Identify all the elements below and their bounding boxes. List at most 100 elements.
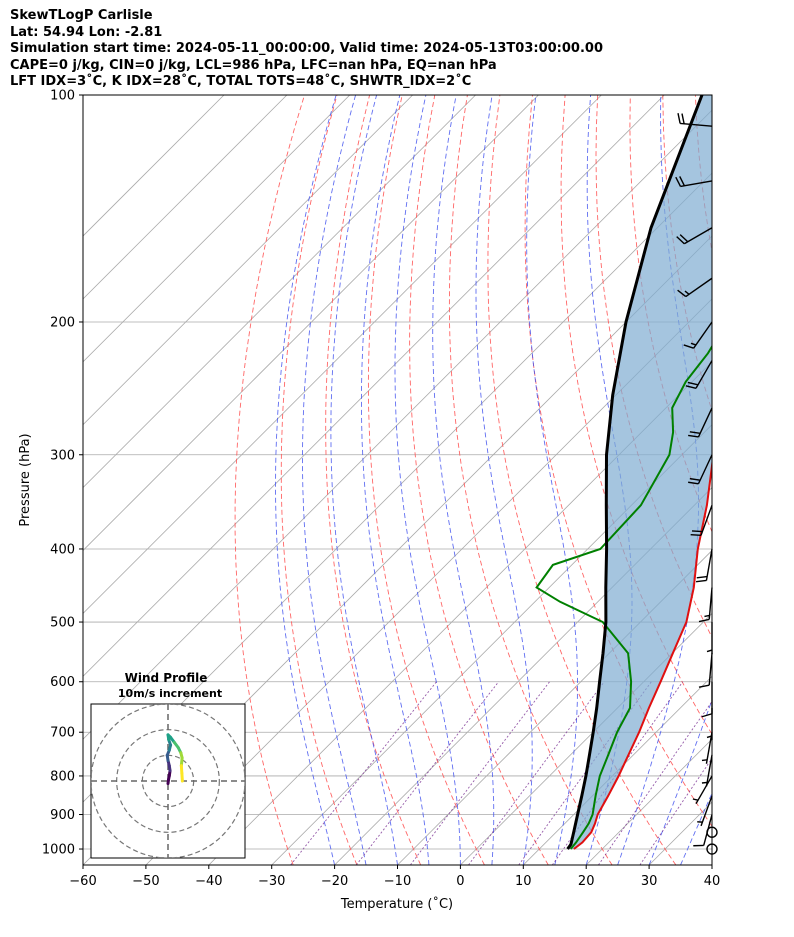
moist-adiabat-line (475, 95, 533, 865)
parcel-path-line (566, 95, 704, 850)
moist-adiabat-line (711, 863, 712, 865)
mixing-ratio-line (639, 757, 712, 865)
wind-barb-flag (689, 431, 701, 434)
wind-barb-flag (679, 234, 689, 243)
wind-profile-title: Wind Profile (125, 671, 208, 685)
wind-barb-flag (695, 579, 707, 583)
wind-barb (697, 454, 713, 485)
y-tick-label: 500 (50, 616, 75, 631)
wind-barb-flag (677, 289, 687, 298)
wind-barb-flag (681, 113, 685, 124)
x-tick-label: −50 (132, 874, 159, 889)
dry-adiabat-line (234, 95, 305, 865)
wind-barb-flag (691, 530, 703, 533)
y-tick-label: 800 (50, 769, 75, 784)
wind-barb (697, 407, 713, 438)
x-tick-label: 40 (704, 874, 721, 889)
mixing-ratio-line (410, 681, 550, 865)
moist-adiabat-line (526, 95, 578, 865)
wind-barb (695, 360, 713, 389)
wind-barb-half-flag (706, 735, 713, 739)
dry-adiabat-line (280, 95, 358, 865)
x-tick-label: −30 (258, 874, 285, 889)
isotherm-line (83, 95, 602, 614)
x-tick-label: 0 (456, 874, 464, 889)
dry-adiabat-line (487, 95, 677, 865)
wind-barb (705, 548, 713, 581)
y-tick-label: 400 (50, 542, 75, 557)
wind-barb (693, 321, 713, 349)
dry-adiabats (234, 95, 712, 865)
isotherm-line (775, 95, 794, 865)
y-axis-label: Pressure (hPa) (18, 433, 33, 526)
indices-line: LFT IDX=3˚C, K IDX=28˚C, TOTAL TOTS=48˚C… (10, 74, 472, 89)
dry-adiabat-line (524, 95, 712, 828)
y-tick-label: 300 (50, 448, 75, 463)
cape-shaded-area (567, 95, 712, 849)
mixing-ratio-line (598, 700, 712, 865)
isotherm-line (523, 675, 712, 865)
x-tick-label: 20 (578, 874, 595, 889)
wind-barb (685, 277, 713, 298)
wind-barb (705, 732, 713, 764)
wind-barb-flag (688, 481, 699, 485)
x-tick-label: 10 (515, 874, 532, 889)
wind-barb-half-flag (706, 649, 713, 653)
isotherm-line (83, 109, 712, 740)
mixing-ratio-line (290, 681, 437, 865)
wind-barb-flag (676, 236, 685, 245)
wind-profile-segment (180, 771, 184, 783)
isotherm-line (83, 95, 351, 363)
wind-barb-flag (698, 618, 710, 623)
wind-barb-flag (675, 176, 682, 187)
dry-adiabat-line (367, 95, 485, 865)
isotherm-line (460, 612, 712, 865)
y-tick-label: 200 (50, 315, 75, 330)
moist-adiabat-line (275, 95, 337, 865)
wind-profile-subtitle: 10m/s increment (118, 687, 222, 700)
isotherm-line (83, 95, 413, 426)
isotherm-line (334, 487, 712, 865)
moist-adiabat-line (744, 95, 794, 865)
x-tick-label: −10 (384, 874, 411, 889)
params-line: CAPE=0 j/kg, CIN=0 j/kg, LCL=986 hPa, LF… (10, 57, 497, 73)
wind-barb-half-flag (704, 614, 710, 618)
wind-barb-flag (690, 534, 702, 537)
wind-profile-inset: Wind Profile 10m/s increment (90, 671, 246, 859)
y-tick-label: 1000 (42, 843, 75, 858)
isotherm-line (83, 95, 288, 300)
isotherm-line (83, 95, 665, 677)
dry-adiabat-line (448, 95, 613, 865)
isotherm-line (83, 95, 539, 552)
isotherm-line (711, 864, 712, 865)
moist-adiabat-line (394, 95, 461, 865)
chart-header: SkewTLogP Carlisle Lat: 54.94 Lon: -2.81… (10, 8, 603, 91)
location-line: Lat: 54.94 Lon: -2.81 (10, 24, 163, 40)
y-tick-label: 600 (50, 675, 75, 690)
wind-barb-flag (698, 684, 710, 688)
wind-barb (700, 505, 713, 536)
isotherm-line (271, 424, 712, 865)
moist-adiabat-line (680, 792, 712, 865)
x-tick-label: −60 (69, 874, 96, 889)
dry-adiabat-line (560, 95, 712, 736)
isotherm-line (145, 298, 712, 865)
wind-barb-flag (696, 575, 708, 579)
wind-barb (700, 795, 713, 827)
moist-adiabats (275, 95, 794, 865)
wind-barb-half-flag (692, 798, 699, 801)
x-axis-ticks: −60 −50 −40 −30 −20 −10 0 10 20 30 40 (69, 865, 720, 889)
wind-barb (680, 122, 713, 127)
wind-barb-flag (677, 113, 681, 124)
dry-adiabat-line (325, 95, 422, 865)
wind-barb (703, 814, 713, 846)
y-tick-label: 100 (50, 89, 75, 104)
wind-barb-flag (683, 344, 694, 349)
wind-barb-half-flag (701, 781, 708, 784)
x-axis-label: Temperature (˚C) (340, 896, 453, 912)
isotherm-line (83, 95, 225, 237)
y-axis-ticks: 1000 900 800 700 600 500 400 300 200 100 (42, 89, 83, 858)
wind-barb-flag (685, 385, 697, 389)
chart-title: SkewTLogP Carlisle (10, 8, 153, 23)
times-line: Simulation start time: 2024-05-11_00:00:… (10, 41, 603, 56)
